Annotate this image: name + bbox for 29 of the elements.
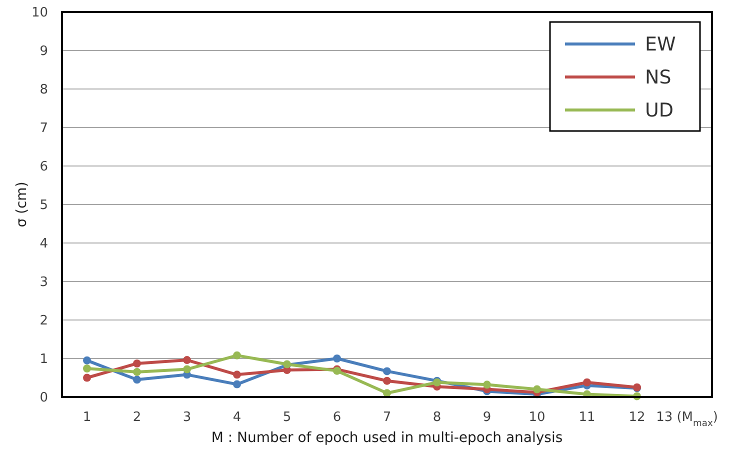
legend-label: EW <box>645 34 676 56</box>
x-tick-label: 11 <box>578 410 596 425</box>
y-axis-title: σ (cm) <box>14 182 30 228</box>
y-tick-label: 0 <box>40 390 48 406</box>
y-tick-label: 5 <box>40 198 48 214</box>
x-tick-label: 6 <box>332 410 342 425</box>
x-tick-label: 1 <box>82 410 92 425</box>
y-tick-label: 10 <box>31 6 48 21</box>
x-tick-label: 12 <box>628 410 646 425</box>
x-tick-label: 5 <box>282 410 292 425</box>
x-tick-label: 9 <box>482 410 492 425</box>
x-tick-label: 3 <box>182 410 192 425</box>
x-tick-label: 2 <box>132 410 142 425</box>
y-tick-label: 1 <box>40 352 48 368</box>
legend-label: NS <box>645 66 672 89</box>
x-tick-label: 7 <box>382 410 392 425</box>
x-axis-title: M : Number of epoch used in multi-epoch analysis <box>211 430 563 446</box>
x-tick-label: 8 <box>432 410 442 425</box>
y-tick-label: 2 <box>40 314 48 329</box>
x-tick-label: 13 (M$_{max}$) <box>656 410 718 429</box>
x-tick-label: 10 <box>528 410 546 425</box>
y-tick-label: 7 <box>40 121 48 136</box>
x-tick-label: 4 <box>232 410 242 425</box>
y-tick-label: 4 <box>40 236 48 252</box>
y-tick-label: 6 <box>40 160 48 175</box>
y-tick-label: 9 <box>40 44 48 60</box>
y-tick-label: 8 <box>40 82 48 98</box>
legend-label: UD <box>645 100 674 122</box>
y-tick-label: 3 <box>40 275 48 290</box>
